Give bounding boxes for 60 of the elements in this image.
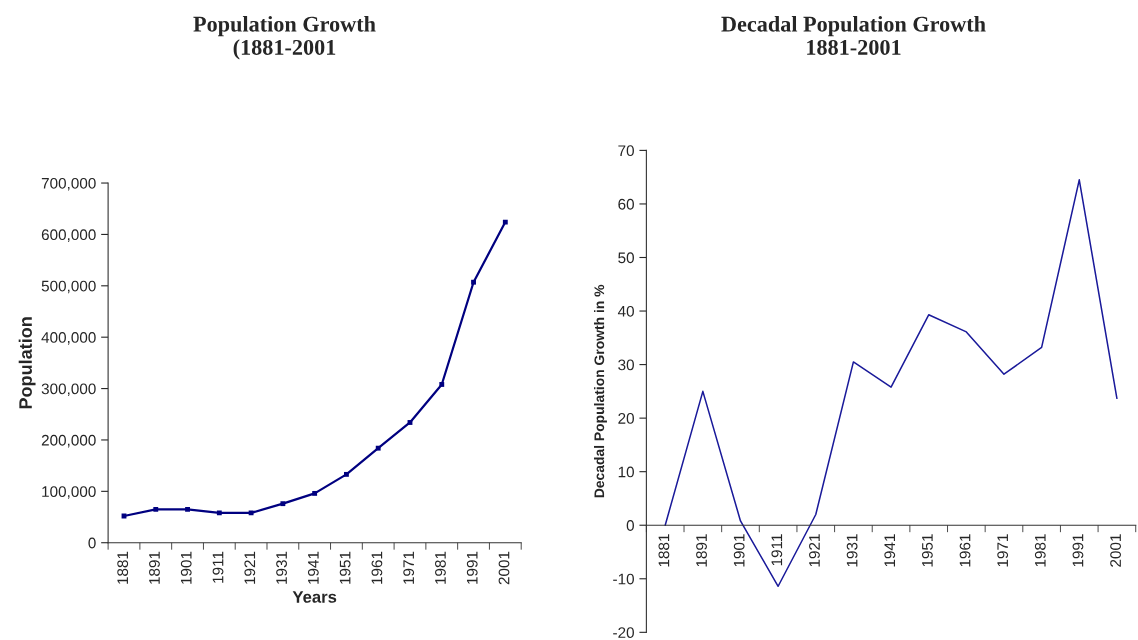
y-tick-label: 700,000 — [41, 177, 96, 191]
x-tick-label: 1981 — [435, 551, 446, 584]
x-tick-label: 1971 — [997, 534, 1009, 567]
point — [502, 219, 508, 225]
x-tick-label: 1951 — [921, 534, 933, 567]
y-tick-label: 40 — [617, 305, 634, 317]
x-tick-label: 1911 — [212, 551, 224, 583]
y-tick-label: 60 — [618, 198, 634, 210]
x-tick-label: 1981 — [1034, 534, 1046, 567]
x-tick-label: 1881 — [117, 551, 129, 584]
x-tick-label: 1961 — [371, 551, 383, 584]
x-tick-label: 1921 — [809, 534, 820, 567]
point — [248, 510, 254, 516]
y-tick-label: 600,000 — [41, 229, 96, 242]
x-tick-label: 1991 — [466, 551, 478, 584]
x-axis-title: Years — [292, 591, 337, 603]
x-tick-label: 1971 — [403, 551, 415, 584]
x-tick-label: 1961 — [959, 534, 971, 567]
point — [375, 445, 381, 451]
x-tick-label: 1931 — [276, 551, 287, 584]
y-tick-label: -10 — [613, 573, 634, 585]
x-tick-label: 1941 — [307, 551, 319, 584]
y-tick-label: 0 — [626, 520, 634, 531]
x-tick-label: 1911 — [771, 534, 783, 566]
point — [216, 510, 222, 516]
x-tick-label: 1931 — [846, 534, 858, 567]
y-tick-label: 30 — [618, 359, 634, 371]
point — [471, 279, 476, 285]
x-tick-label: 1881 — [658, 534, 670, 567]
x-tick-label: 2001 — [1110, 534, 1121, 567]
y-tick-label: -20 — [613, 627, 634, 639]
x-tick-label: 2001 — [498, 551, 510, 585]
point — [312, 490, 318, 496]
y-tick-label: 400,000 — [41, 332, 96, 345]
point — [280, 501, 286, 507]
x-tick-label: 1921 — [244, 551, 256, 584]
point — [153, 506, 159, 512]
x-tick-label: 1941 — [884, 534, 896, 567]
x-tick-label: 1891 — [696, 534, 707, 567]
y-tick-label: 0 — [88, 537, 96, 549]
point — [344, 471, 349, 477]
x-tick-label: 1901 — [733, 534, 745, 567]
y-axis-title: Decadal Population Growth in % — [594, 284, 607, 498]
y-tick-label: 50 — [618, 252, 634, 264]
chart-title: Population Growth (1881-2001 — [193, 16, 376, 60]
point — [185, 506, 190, 512]
chart-title: Decadal Population Growth 1881-2001 — [721, 16, 986, 55]
x-tick-label: 1901 — [180, 551, 192, 584]
x-tick-label: 1991 — [1072, 534, 1084, 567]
y-tick-label: 100,000 — [42, 486, 96, 499]
x-tick-label: 1891 — [149, 551, 160, 584]
y-tick-label: 300,000 — [41, 383, 96, 397]
x-tick-label: 1951 — [339, 551, 351, 584]
point — [439, 382, 445, 387]
y-tick-label: 500,000 — [41, 280, 96, 294]
y-tick-label: 70 — [618, 145, 634, 157]
y-tick-label: 20 — [618, 413, 634, 424]
y-tick-label: 200,000 — [41, 434, 96, 448]
y-axis-title: Population — [18, 317, 36, 409]
y-tick-label: 10 — [618, 466, 634, 478]
